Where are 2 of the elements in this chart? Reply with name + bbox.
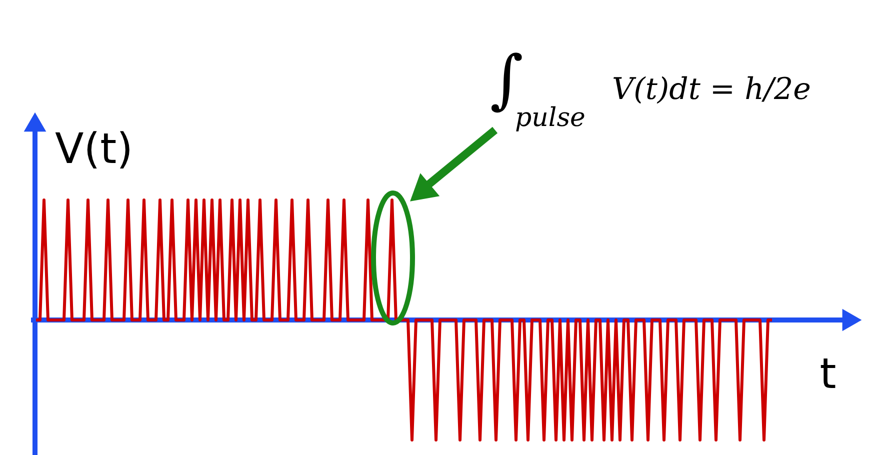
x-axis-title: t (820, 349, 836, 398)
y-axis-title: V(t) (55, 124, 133, 173)
